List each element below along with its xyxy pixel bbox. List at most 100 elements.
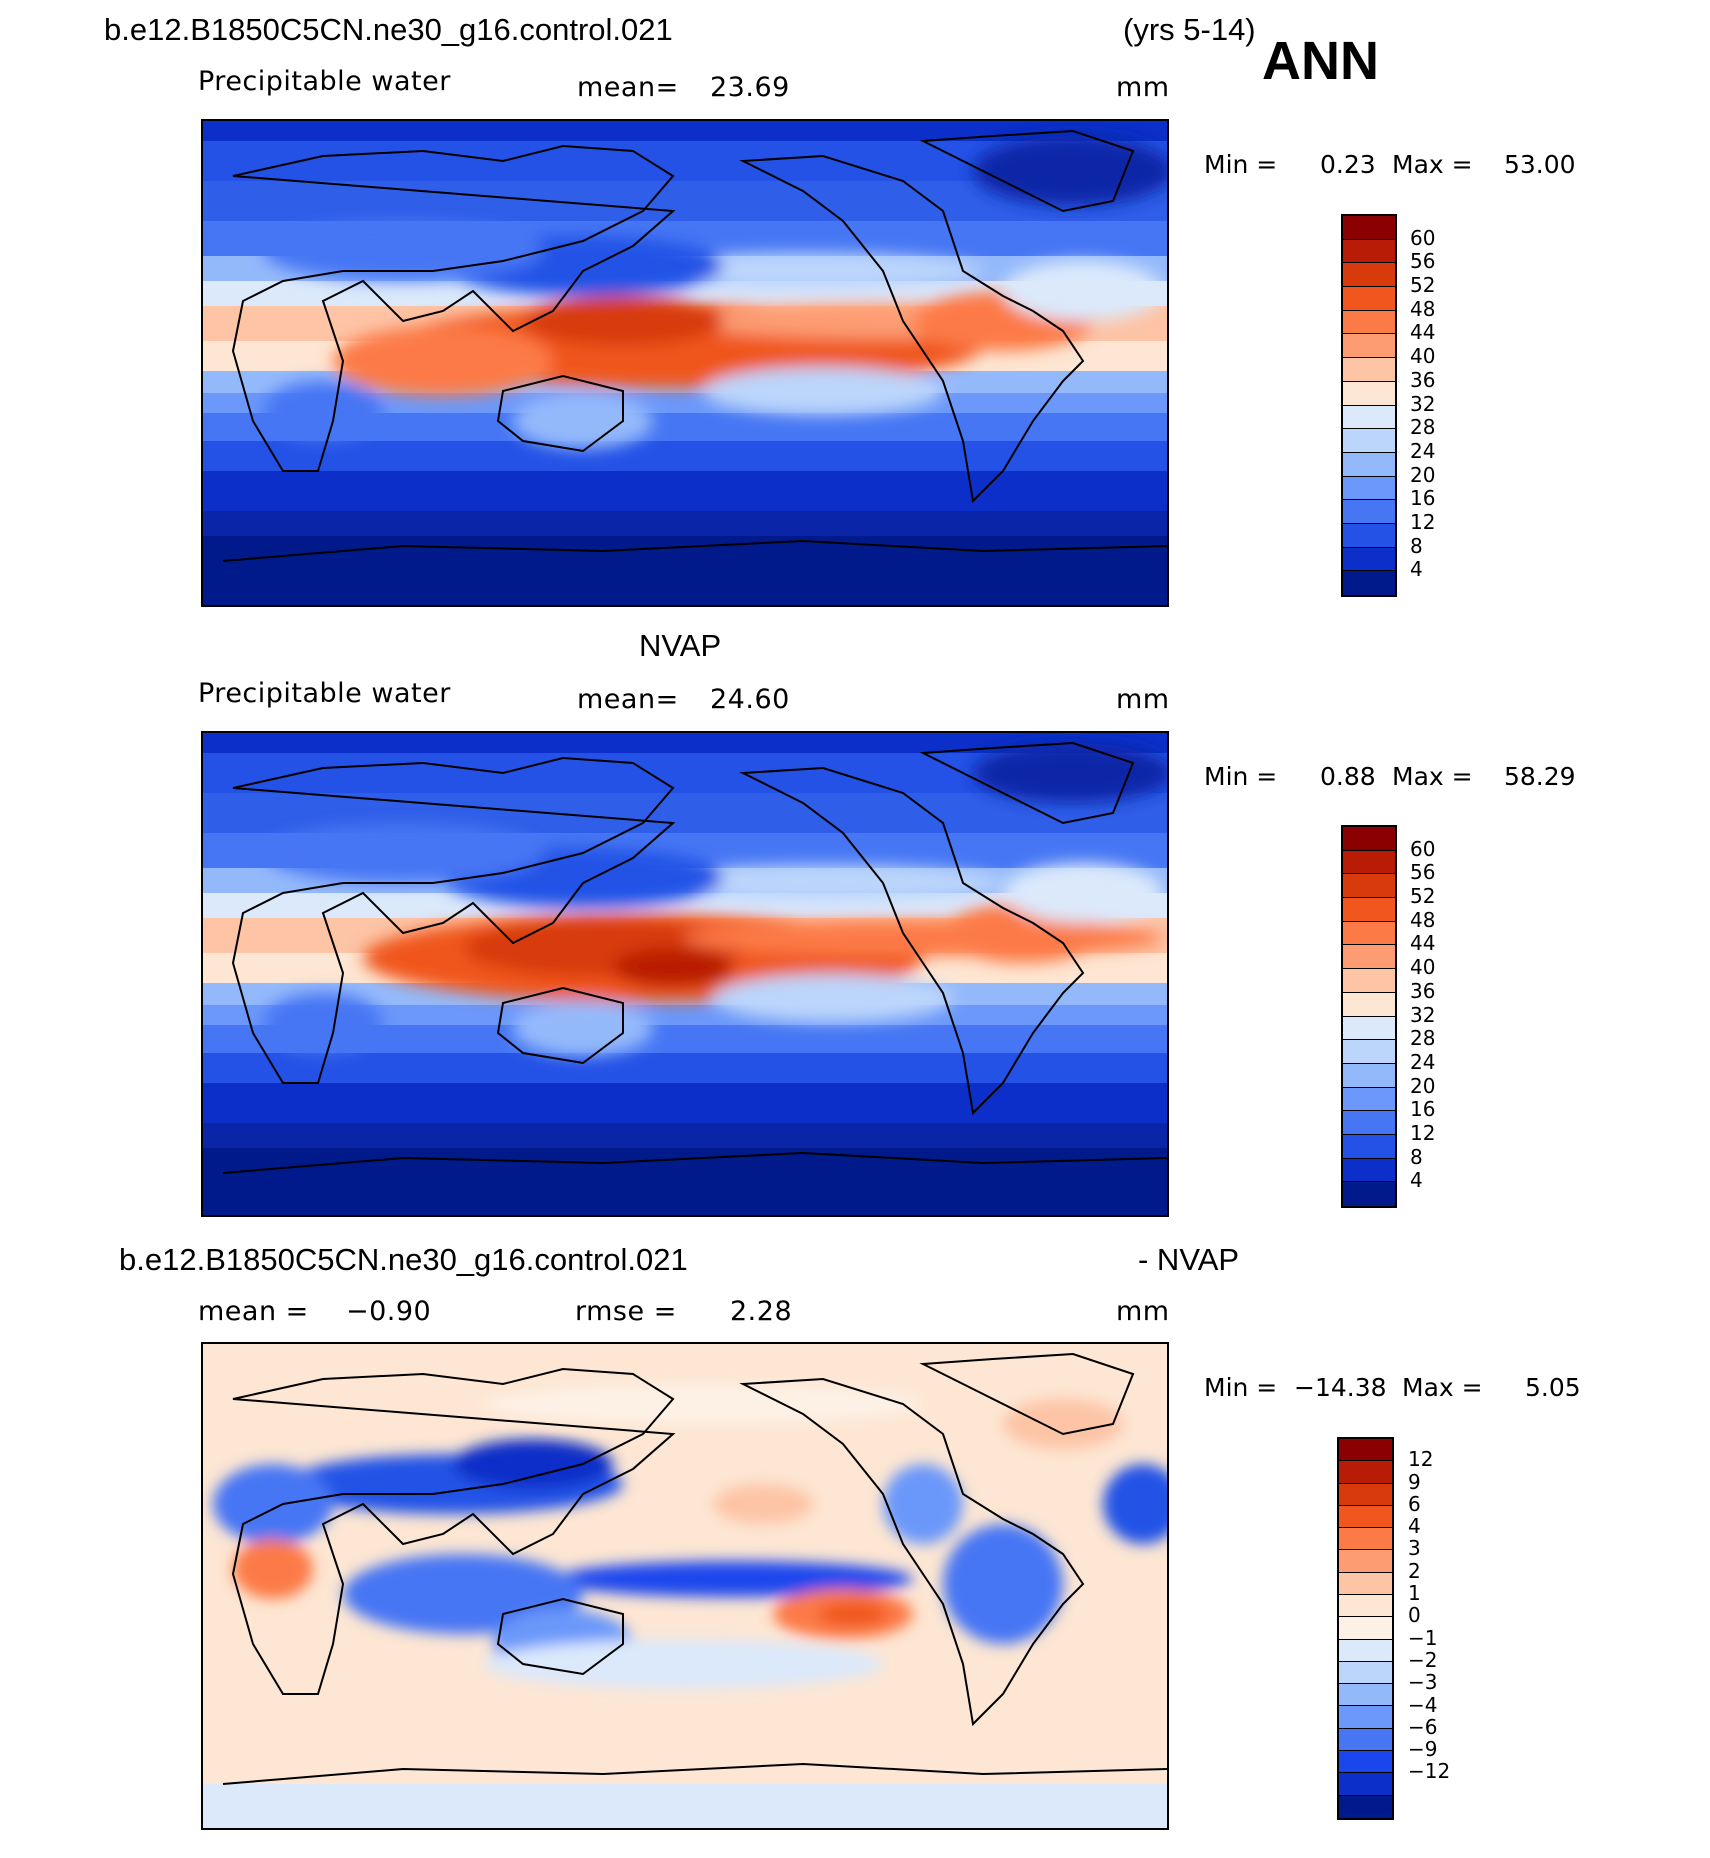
colorbar-swatch xyxy=(1343,969,1395,993)
panel1-map xyxy=(201,119,1169,607)
colorbar-swatch xyxy=(1343,405,1395,430)
colorbar-tick-label: 24 xyxy=(1410,438,1436,463)
colorbar-tick-label: 56 xyxy=(1410,860,1436,885)
colorbar-tick-label: 4 xyxy=(1410,557,1423,582)
panel3-max-label: Max = xyxy=(1402,1373,1483,1402)
colorbar-swatch xyxy=(1343,1087,1395,1112)
colorbar-swatch xyxy=(1343,1158,1395,1183)
colorbar-swatch xyxy=(1339,1750,1392,1774)
colorbar-tick-label: −6 xyxy=(1408,1714,1438,1739)
colorbar-tick-label: 28 xyxy=(1410,415,1436,440)
colorbar-swatch xyxy=(1343,1182,1395,1206)
panel1-colorbar xyxy=(1341,214,1397,597)
colorbar-tick-label: 44 xyxy=(1410,931,1436,956)
colorbar-swatch xyxy=(1343,381,1395,406)
panel2-mean-value: 24.60 xyxy=(710,684,790,715)
panel1-mean-label: mean= xyxy=(577,72,679,103)
colorbar-swatch xyxy=(1339,1572,1392,1595)
panel3-mean-label: mean = xyxy=(198,1296,309,1327)
panel3-min-value: −14.38 xyxy=(1294,1373,1387,1402)
colorbar-tick-label: 1 xyxy=(1408,1581,1421,1606)
colorbar-tick-label: 36 xyxy=(1410,367,1436,392)
colorbar-tick-label: 60 xyxy=(1410,836,1436,861)
colorbar-tick-label: 36 xyxy=(1410,978,1436,1003)
colorbar-swatch xyxy=(1343,992,1395,1017)
panel2-colorbar xyxy=(1341,825,1397,1208)
colorbar-swatch xyxy=(1339,1505,1392,1529)
colorbar-tick-label: 16 xyxy=(1410,1097,1436,1122)
panel3-colorbar xyxy=(1337,1437,1394,1820)
colorbar-swatch xyxy=(1343,1111,1395,1135)
colorbar-swatch xyxy=(1343,476,1395,501)
colorbar-swatch xyxy=(1343,827,1395,851)
colorbar-tick-label: 8 xyxy=(1410,533,1423,558)
colorbar-swatch xyxy=(1339,1439,1392,1462)
colorbar-swatch xyxy=(1343,216,1395,240)
panel1-variable: Precipitable water xyxy=(198,66,451,97)
colorbar-swatch xyxy=(1343,874,1395,899)
colorbar-swatch xyxy=(1339,1528,1392,1551)
colorbar-swatch xyxy=(1343,850,1395,875)
panel3-map xyxy=(201,1342,1169,1830)
colorbar-tick-label: 4 xyxy=(1410,1168,1423,1193)
colorbar-tick-label: 44 xyxy=(1410,320,1436,345)
colorbar-swatch xyxy=(1339,1617,1392,1640)
colorbar-swatch xyxy=(1339,1483,1392,1506)
panel2-units: mm xyxy=(1116,684,1170,715)
colorbar-tick-label: 28 xyxy=(1410,1026,1436,1051)
years-label: (yrs 5-14) xyxy=(1123,12,1256,47)
colorbar-tick-label: 6 xyxy=(1408,1491,1421,1516)
colorbar-swatch xyxy=(1339,1795,1392,1818)
panel3-title-right: - NVAP xyxy=(1138,1242,1240,1277)
colorbar-tick-label: 48 xyxy=(1410,296,1436,321)
colorbar-swatch xyxy=(1343,1134,1395,1159)
colorbar-tick-label: −3 xyxy=(1408,1670,1438,1695)
colorbar-tick-label: 12 xyxy=(1408,1447,1434,1472)
colorbar-swatch xyxy=(1339,1461,1392,1484)
colorbar-swatch xyxy=(1343,1063,1395,1088)
colorbar-swatch xyxy=(1343,263,1395,288)
colorbar-swatch xyxy=(1343,287,1395,311)
panel1-min-value: 0.23 xyxy=(1320,150,1376,179)
panel2-max-value: 58.29 xyxy=(1504,762,1576,791)
case-title: b.e12.B1850C5CN.ne30_g16.control.021 xyxy=(104,12,673,47)
panel2-max-label: Max = xyxy=(1392,762,1473,791)
colorbar-tick-label: 20 xyxy=(1410,1073,1436,1098)
panel3-title-left: b.e12.B1850C5CN.ne30_g16.control.021 xyxy=(119,1242,688,1277)
colorbar-swatch xyxy=(1343,500,1395,524)
colorbar-tick-label: 0 xyxy=(1408,1603,1421,1628)
panel2-min-label: Min = xyxy=(1204,762,1278,791)
colorbar-tick-label: 48 xyxy=(1410,907,1436,932)
colorbar-swatch xyxy=(1343,898,1395,922)
panel3-units: mm xyxy=(1116,1296,1170,1327)
panel2-title: NVAP xyxy=(639,628,722,663)
colorbar-swatch xyxy=(1343,1016,1395,1041)
colorbar-tick-label: 52 xyxy=(1410,884,1436,909)
panel1-units: mm xyxy=(1116,72,1170,103)
colorbar-swatch xyxy=(1343,571,1395,595)
colorbar-tick-label: −12 xyxy=(1408,1759,1451,1784)
colorbar-tick-label: 40 xyxy=(1410,955,1436,980)
colorbar-tick-label: 40 xyxy=(1410,344,1436,369)
colorbar-tick-label: 56 xyxy=(1410,249,1436,274)
colorbar-swatch xyxy=(1343,452,1395,477)
panel3-mean-value: −0.90 xyxy=(346,1296,432,1327)
colorbar-tick-label: 12 xyxy=(1410,509,1436,534)
colorbar-tick-label: 52 xyxy=(1410,273,1436,298)
colorbar-swatch xyxy=(1339,1661,1392,1685)
panel3-rmse-value: 2.28 xyxy=(730,1296,793,1327)
colorbar-swatch xyxy=(1339,1684,1392,1707)
colorbar-swatch xyxy=(1343,239,1395,264)
colorbar-swatch xyxy=(1343,429,1395,453)
colorbar-swatch xyxy=(1343,523,1395,548)
colorbar-tick-label: 12 xyxy=(1410,1120,1436,1145)
colorbar-swatch xyxy=(1343,334,1395,359)
colorbar-tick-label: 16 xyxy=(1410,486,1436,511)
colorbar-tick-label: 60 xyxy=(1410,225,1436,250)
colorbar-tick-label: −9 xyxy=(1408,1737,1438,1762)
panel1-max-label: Max = xyxy=(1392,150,1473,179)
panel2-mean-label: mean= xyxy=(577,684,679,715)
colorbar-swatch xyxy=(1343,358,1395,382)
colorbar-tick-label: 32 xyxy=(1410,1002,1436,1027)
colorbar-tick-label: 3 xyxy=(1408,1536,1421,1561)
